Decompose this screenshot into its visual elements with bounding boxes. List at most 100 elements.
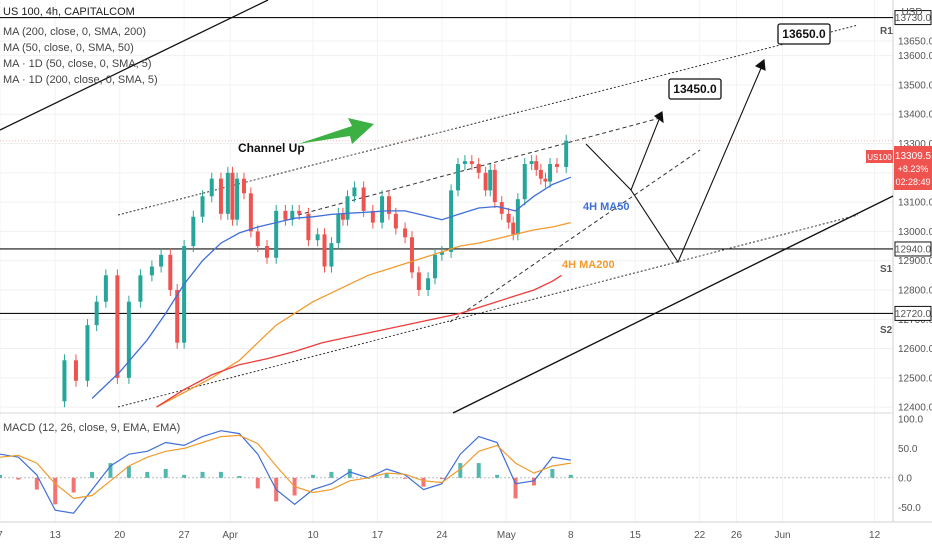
macd-histogram-bar xyxy=(71,477,76,493)
candle-body xyxy=(329,243,334,267)
candle-body xyxy=(283,210,288,220)
time-tick-label: 8 xyxy=(568,530,574,541)
channel-up-label: Channel Up xyxy=(238,141,305,155)
long-trendline-lower[interactable] xyxy=(452,195,894,414)
time-tick-label: May xyxy=(497,530,516,541)
candle-body xyxy=(469,161,474,165)
level-tag-r1 xyxy=(894,10,932,26)
candle-body xyxy=(248,193,253,232)
target-box-13650[interactable]: 13650.0 xyxy=(777,23,831,45)
candle-body xyxy=(456,164,461,191)
macd-histogram-bar xyxy=(126,466,131,478)
macd-histogram-bar xyxy=(421,477,426,487)
macd-histogram-bar xyxy=(311,474,316,478)
time-tick-label: 20 xyxy=(114,530,126,541)
candle-body xyxy=(103,275,108,302)
candle-body xyxy=(548,164,553,182)
candle-body xyxy=(73,360,78,381)
s1-label: S1 xyxy=(880,264,893,275)
target-13650-label: 13650.0 xyxy=(782,27,826,41)
channel-lower-line[interactable] xyxy=(117,214,859,408)
candle-body xyxy=(200,196,205,217)
candle-body xyxy=(182,246,187,343)
price-tag-change: +8.23% xyxy=(898,164,929,174)
macd-histogram-bar xyxy=(513,477,518,499)
long-trendline-upper[interactable] xyxy=(0,0,269,131)
candle-body xyxy=(439,251,444,255)
inner-channel-lower[interactable] xyxy=(449,149,701,323)
candle-body xyxy=(230,172,235,220)
candle-body xyxy=(322,234,327,267)
arrowhead-2 xyxy=(754,58,766,71)
candle-body xyxy=(515,199,520,235)
price-tick-label: 13100.0 xyxy=(898,198,932,209)
candle-body xyxy=(290,210,295,220)
candle-body xyxy=(274,210,279,258)
candle-body xyxy=(564,140,569,167)
macd-histogram-bar xyxy=(531,477,536,486)
candle-body xyxy=(554,164,559,167)
price-tag-symbol: US100 xyxy=(867,153,892,162)
macd-histogram-bar xyxy=(568,474,573,478)
macd-tick-label: -50.0 xyxy=(898,503,921,514)
level-price-r1: 13730.0 xyxy=(895,13,932,24)
level-price-s2: 12720.0 xyxy=(895,309,932,320)
macd-histogram-bar xyxy=(550,468,555,478)
time-tick-label: 10 xyxy=(307,530,319,541)
candle-body xyxy=(370,210,375,223)
candle-body xyxy=(191,216,196,247)
candle-body xyxy=(506,213,511,223)
time-tick-label: 27 xyxy=(179,530,191,541)
candle-body xyxy=(138,275,143,302)
signal-line xyxy=(0,434,571,500)
candle-body xyxy=(168,254,173,290)
time-tick-label: 26 xyxy=(731,530,743,541)
macd-histogram-bar xyxy=(200,471,205,478)
macd-histogram-bar xyxy=(237,476,242,478)
candle-body xyxy=(340,213,345,220)
price-tick-label: 13400.0 xyxy=(898,110,932,121)
macd-histogram-bar xyxy=(458,463,463,478)
legend-ma1d50[interactable]: MA · 1D (50, close, 0, SMA, 5) xyxy=(3,58,152,70)
level-tag-s2 xyxy=(894,305,932,321)
legend-ma50[interactable]: MA (50, close, 0, SMA, 50) xyxy=(3,42,134,54)
macd-pane xyxy=(0,430,893,514)
legend-ma1d200[interactable]: MA · 1D (200, close, 0, SMA, 5) xyxy=(3,74,158,86)
legend-ma200[interactable]: MA (200, close, 0, SMA, 200) xyxy=(3,26,146,38)
projection-path-2 xyxy=(630,65,763,264)
macd-histogram-bar xyxy=(495,474,500,478)
price-tick-label: 13650.0 xyxy=(898,37,932,48)
macd-histogram-bar xyxy=(439,477,444,479)
grid xyxy=(0,0,893,522)
time-axis[interactable]: 7 13 20 27 Apr 10 17 24 May 8 15 22 26 Jun 12 xyxy=(0,530,881,541)
arrowhead-1 xyxy=(654,111,664,124)
candle-body xyxy=(492,169,497,203)
target-box-13450[interactable]: 13450.0 xyxy=(668,78,722,100)
macd-histogram-bar xyxy=(218,471,223,478)
price-tick-label: 12400.0 xyxy=(898,403,932,414)
channel-upper-line[interactable] xyxy=(117,24,859,216)
candle-body xyxy=(393,213,398,229)
candle-body xyxy=(264,246,269,258)
macd-histogram-bar xyxy=(347,468,352,478)
candle-body xyxy=(483,172,488,191)
macd-axis[interactable]: 100.0 50.0 0.0 -50.0 xyxy=(898,414,923,513)
legend-macd[interactable]: MACD (12, 26, close, 9, EMA, EMA) xyxy=(3,422,180,434)
current-price-tag[interactable]: US100 13309.5 +8.23% 02:28:49 xyxy=(866,146,932,190)
candle-body xyxy=(94,301,99,326)
macd-histogram-bar xyxy=(145,471,150,478)
macd-histogram-bar xyxy=(108,463,113,478)
price-tick-label: 13600.0 xyxy=(898,51,932,62)
series-layer xyxy=(62,134,572,408)
series-line-ma200 xyxy=(156,221,571,408)
macd-histogram-bar xyxy=(34,477,39,490)
series-line-ma-1d-200 xyxy=(156,274,562,408)
candle-body xyxy=(534,161,539,170)
candle-body xyxy=(403,228,408,238)
candle-body xyxy=(126,301,131,378)
macd-tick-label: 50.0 xyxy=(898,444,918,455)
candle-body xyxy=(345,196,350,220)
candle-body xyxy=(409,237,414,273)
